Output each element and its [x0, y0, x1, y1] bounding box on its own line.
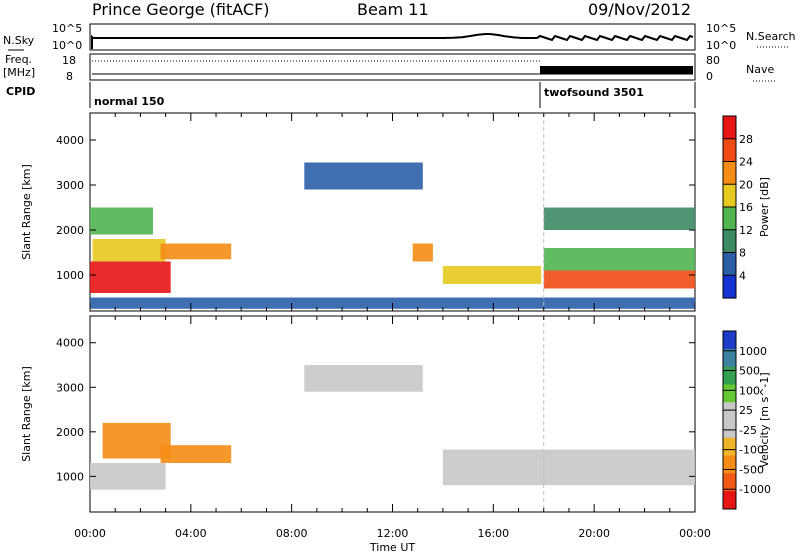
freq-label-line2: [MHz] [3, 66, 35, 79]
noise-left-tick-bottom: 10^0 [52, 39, 82, 52]
velocity-xtick-label: 16:00 [477, 527, 509, 540]
station-title: Prince George (fitACF) [92, 0, 270, 19]
power-data-region [442, 266, 542, 284]
velocity-ytick-label: 2000 [56, 426, 84, 439]
velocity-panel: 1000 2000 3000 4000 Slant Range [km] 00:00 04:… [20, 315, 711, 554]
velocity-colorbar-label: -25 [739, 424, 757, 437]
freq-left-tick-bottom: 8 [66, 70, 73, 83]
power-ytick-label: 1000 [56, 269, 84, 282]
noise-right-tick-bottom: 10^0 [706, 39, 736, 52]
velocity-data-region [304, 365, 423, 392]
power-colorbar-label: 8 [739, 247, 746, 260]
velocity-data-region [160, 445, 232, 463]
power-colorbar-label: 4 [739, 269, 746, 282]
velocity-colorbar-segment [723, 491, 736, 510]
cpid-label: CPID [6, 85, 35, 98]
velocity-colorbar-segment [723, 455, 736, 474]
velocity-ytick-label: 3000 [56, 381, 84, 394]
velocity-ylabel: Slant Range [km] [20, 366, 33, 462]
freq-left-tick-top: 18 [62, 54, 76, 67]
power-ylabel: Slant Range [km] [20, 164, 33, 260]
velocity-data-region [90, 463, 166, 490]
velocity-data-region [102, 422, 171, 459]
velocity-colorbar-segment [723, 420, 736, 439]
velocity-colorbar-label: 1000 [739, 345, 767, 358]
power-colorbar-segment [723, 138, 736, 163]
power-colorbar-segment [723, 275, 736, 299]
velocity-colorbar-label: -500 [739, 463, 764, 476]
noise-right-tick-top: 10^5 [706, 22, 736, 35]
velocity-xtick-label: 12:00 [377, 527, 409, 540]
freq-right-tick-bottom: 0 [706, 70, 713, 83]
power-colorbar-label: 20 [739, 178, 753, 191]
power-data-region [90, 207, 153, 235]
power-colorbar-segment [723, 207, 736, 231]
power-colorbar-segment [723, 161, 736, 185]
power-colorbar-segment [723, 252, 736, 276]
power-colorbar-segment [723, 116, 736, 140]
freq-label-line1: Freq. [5, 53, 32, 66]
cpid-program-1: normal 150 [94, 95, 165, 108]
power-data-region [92, 239, 166, 262]
velocity-colorbar-frame [722, 330, 737, 510]
velocity-ytick-label: 4000 [56, 337, 84, 350]
velocity-colorbar-label: -100 [739, 444, 764, 457]
velocity-colorbar-label: -1000 [739, 483, 771, 496]
velocity-colorbar-label: 100 [739, 384, 760, 397]
power-colorbar-label: 12 [739, 224, 753, 237]
power-colorbar-label: 16 [739, 201, 753, 214]
velocity-colorbar-segment [723, 437, 736, 457]
velocity-xtick-label: 08:00 [276, 527, 308, 540]
date-title: 09/Nov/2012 [588, 0, 691, 19]
freq-right-tick-top: 80 [706, 54, 720, 67]
velocity-colorbar-segment [723, 402, 736, 421]
beam-title: Beam 11 [357, 0, 429, 19]
velocity-colorbar-label: 25 [739, 404, 753, 417]
velocity-data-region [442, 449, 695, 486]
power-colorbar-segment [723, 229, 736, 254]
power-data-region [160, 243, 232, 260]
power-ytick-label: 3000 [56, 179, 84, 192]
velocity-xtick-label: 04:00 [175, 527, 207, 540]
velocity-colorbar-title: Velocity [m s^-1] [758, 372, 771, 467]
power-colorbar-label: 28 [739, 133, 753, 146]
cpid-program-2: twofsound 3501 [544, 86, 644, 99]
velocity-colorbar-segment [723, 366, 736, 385]
power-data-region [90, 261, 171, 293]
velocity-xtick-label: 20:00 [578, 527, 610, 540]
velocity-ytick-label: 1000 [56, 470, 84, 483]
noise-trace [91, 33, 694, 49]
power-colorbar-title: Power [dB] [758, 177, 771, 237]
power-data-region [543, 270, 696, 289]
noise-left-label: N.Sky [3, 34, 35, 47]
nave-dense-block [540, 66, 693, 74]
nave-label: Nave [746, 63, 774, 76]
power-colorbar-segment [723, 184, 736, 208]
velocity-colorbar-segment [723, 473, 736, 492]
velocity-colorbar-segment [723, 331, 736, 350]
power-data-region [543, 248, 696, 271]
noise-left-tick-top: 10^5 [52, 22, 82, 35]
velocity-colorbar-label: 500 [739, 365, 760, 378]
power-ytick-label: 4000 [56, 134, 84, 147]
velocity-xlabel: Time UT [369, 541, 415, 554]
power-colorbar-label: 24 [739, 156, 753, 169]
velocity-xtick-label: 00:00 [74, 527, 106, 540]
power-data-region [412, 243, 433, 262]
freq-panel-frame [89, 53, 696, 81]
velocity-xtick-label: 00:00 [679, 527, 711, 540]
power-data-region [304, 162, 423, 190]
power-data-region [543, 207, 696, 230]
power-ytick-label: 2000 [56, 224, 84, 237]
velocity-colorbar-segment [723, 348, 736, 368]
noise-right-label: N.Search [746, 30, 796, 43]
power-panel: 1000 2000 3000 4000 Slant Range [km] [20, 112, 696, 312]
colorbars: 4 8 12 16 20 24 28 Power [dB] 1000 500 100 25 -25 -10… [722, 115, 771, 510]
velocity-colorbar-segment [723, 384, 736, 403]
noise-panel-frame [89, 23, 696, 51]
